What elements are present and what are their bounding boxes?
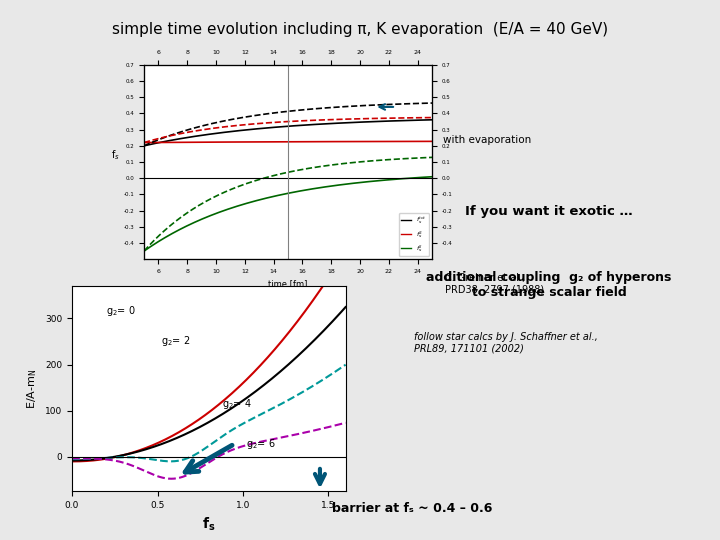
Text: barrier at fₛ ~ 0.4 – 0.6: barrier at fₛ ~ 0.4 – 0.6 — [332, 502, 492, 516]
Text: If you want it exotic …: If you want it exotic … — [465, 205, 633, 219]
Legend: $f_s^{tot}$, $f_s^{2}$, $f_s^{ll}$: $f_s^{tot}$, $f_s^{2}$, $f_s^{ll}$ — [399, 213, 429, 256]
Text: C. Greiner et al.,
PRD38, 2797 (1988): C. Greiner et al., PRD38, 2797 (1988) — [445, 273, 544, 294]
Text: g$_2$= 6: g$_2$= 6 — [246, 437, 276, 451]
Text: g$_2$= 0: g$_2$= 0 — [107, 304, 136, 318]
Text: additional coupling  g₂ of hyperons
to strange scalar field: additional coupling g₂ of hyperons to st… — [426, 271, 672, 299]
Text: g$_2$= 2: g$_2$= 2 — [161, 334, 190, 348]
Text: with evaporation: with evaporation — [443, 136, 531, 145]
Text: follow star calcs by J. Schaffner et al.,
PRL89, 171101 (2002): follow star calcs by J. Schaffner et al.… — [414, 332, 598, 354]
Y-axis label: E/A-m$_\mathrm{N}$: E/A-m$_\mathrm{N}$ — [26, 369, 40, 409]
Text: g$_2$= 4: g$_2$= 4 — [222, 397, 252, 411]
Text: simple time evolution including π, K evaporation  (E/A = 40 GeV): simple time evolution including π, K eva… — [112, 22, 608, 37]
X-axis label: time [fm]: time [fm] — [269, 280, 307, 288]
Y-axis label: f$_s$: f$_s$ — [111, 148, 120, 162]
X-axis label: f$_\mathbf{s}$: f$_\mathbf{s}$ — [202, 516, 215, 533]
